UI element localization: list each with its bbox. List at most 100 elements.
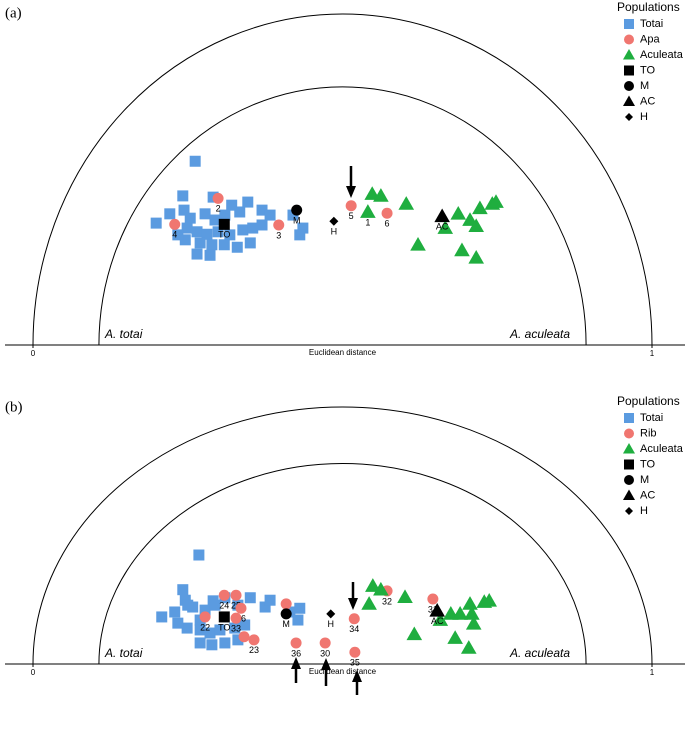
point xyxy=(326,609,336,619)
point xyxy=(294,602,306,614)
point xyxy=(256,219,268,231)
point xyxy=(398,196,415,210)
point xyxy=(169,218,181,230)
point xyxy=(280,608,292,620)
point xyxy=(349,646,361,658)
point xyxy=(212,192,224,204)
legend-label: Totai xyxy=(640,18,663,30)
point-label: H xyxy=(331,227,338,237)
point xyxy=(434,208,450,223)
point-label: 36 xyxy=(291,648,301,658)
point xyxy=(231,241,243,253)
point xyxy=(481,593,498,607)
point xyxy=(264,209,276,221)
point-label: 6 xyxy=(385,219,390,229)
point xyxy=(242,196,254,208)
point xyxy=(199,604,211,616)
point xyxy=(226,199,238,211)
point xyxy=(229,622,241,634)
point xyxy=(472,200,488,215)
point xyxy=(181,222,193,234)
point xyxy=(219,637,231,649)
point xyxy=(465,615,482,630)
point xyxy=(164,208,176,220)
legend-label: H xyxy=(640,111,648,123)
point xyxy=(432,612,449,626)
point xyxy=(237,224,249,236)
point-label: TO xyxy=(218,230,230,240)
point xyxy=(235,602,247,614)
point-label: 31 xyxy=(428,604,438,614)
point xyxy=(184,212,196,224)
point xyxy=(248,634,260,646)
legend-marker xyxy=(624,413,634,423)
point xyxy=(329,216,339,226)
point xyxy=(273,219,285,231)
point xyxy=(234,206,246,218)
point xyxy=(232,634,244,646)
point xyxy=(361,596,377,610)
point xyxy=(169,606,181,618)
inner-arc xyxy=(98,463,587,665)
legend-marker xyxy=(624,459,634,470)
point xyxy=(194,237,206,249)
point xyxy=(201,228,213,240)
legend-label: TO xyxy=(640,64,656,76)
point xyxy=(397,589,413,603)
annotation: A. aculeata xyxy=(509,327,570,341)
point xyxy=(212,226,224,238)
legend-label: AC xyxy=(640,489,655,501)
annotation: A. totai xyxy=(104,327,143,341)
point xyxy=(150,217,162,229)
legend-marker xyxy=(623,49,635,60)
point xyxy=(172,617,184,629)
point-label: 25 xyxy=(231,601,241,611)
point xyxy=(294,229,306,241)
legend-marker xyxy=(623,489,635,500)
point xyxy=(244,237,256,249)
point-label: 23 xyxy=(249,645,259,655)
point xyxy=(172,229,184,241)
point xyxy=(410,236,426,251)
point xyxy=(427,593,439,605)
legend-label: TO xyxy=(640,458,656,470)
point xyxy=(468,218,485,233)
point xyxy=(209,599,221,611)
point-label: 32 xyxy=(382,596,392,606)
point xyxy=(437,220,454,234)
point xyxy=(218,218,230,230)
point xyxy=(178,204,190,216)
point-label: TO xyxy=(218,622,230,632)
panel-label: (a) xyxy=(5,5,22,21)
point xyxy=(206,639,218,651)
point xyxy=(193,549,205,561)
point-label: 35 xyxy=(350,658,360,668)
point xyxy=(287,209,299,221)
point-label: 5 xyxy=(349,211,354,221)
point xyxy=(194,614,206,626)
point xyxy=(454,242,470,257)
point xyxy=(460,640,477,654)
outer-arc xyxy=(32,406,653,665)
point xyxy=(230,612,242,624)
point xyxy=(156,611,168,623)
legend-label: Aculeata xyxy=(640,49,684,61)
point xyxy=(204,627,216,639)
point xyxy=(381,207,393,219)
point xyxy=(319,637,331,649)
point xyxy=(224,229,236,241)
point xyxy=(264,594,276,606)
point xyxy=(214,624,226,636)
x-tick-label: 0 xyxy=(31,668,36,677)
legend-label: Rib xyxy=(640,427,657,439)
point-label: 34 xyxy=(349,624,359,634)
legend-label: M xyxy=(640,80,649,92)
point xyxy=(365,578,381,592)
outer-arc xyxy=(32,13,653,346)
x-axis-label: Euclidean distance xyxy=(309,348,377,357)
point xyxy=(181,622,193,634)
point-label: 24 xyxy=(219,601,229,611)
point xyxy=(406,626,423,641)
point xyxy=(450,206,467,220)
x-tick-label: 1 xyxy=(650,349,655,358)
